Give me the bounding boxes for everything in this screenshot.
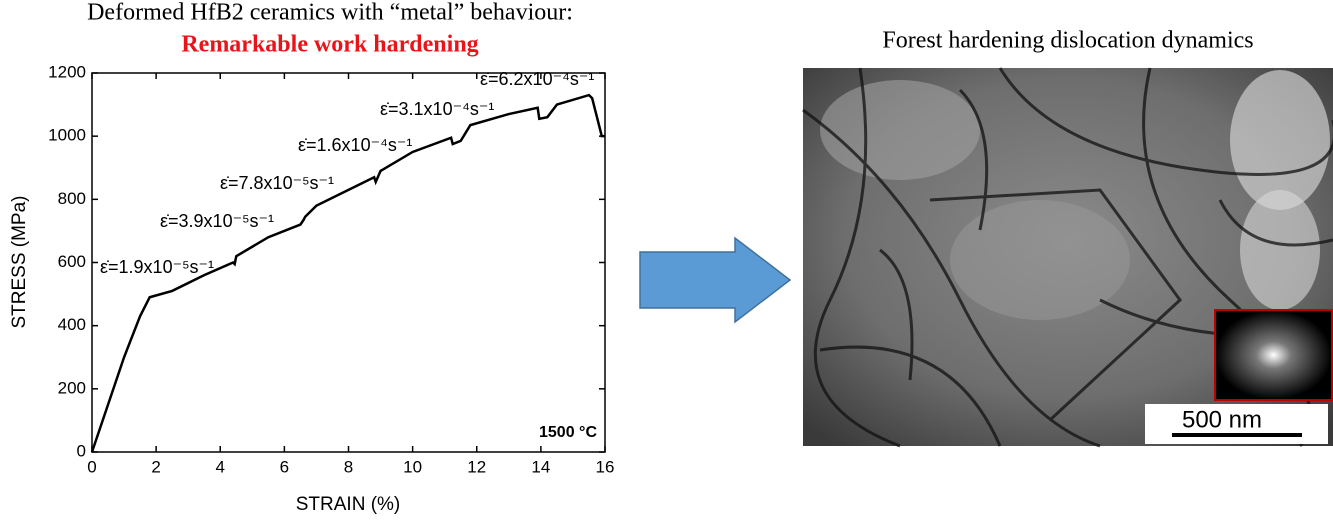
image-title: Forest hardening dislocation dynamics <box>882 28 1253 54</box>
y-tick-label: 1200 <box>48 62 86 81</box>
y-tick-label: 0 <box>77 441 86 460</box>
x-tick-label: 16 <box>596 457 615 476</box>
annotation: ε̇=1.9x10⁻⁵s⁻¹ <box>100 257 214 277</box>
tem-image <box>802 67 1333 448</box>
y-tick-label: 800 <box>58 189 86 208</box>
annotation: 1500 °C <box>539 424 597 441</box>
x-tick-label: 10 <box>403 457 422 476</box>
y-tick-label: 600 <box>58 252 86 271</box>
x-tick-label: 8 <box>344 457 353 476</box>
y-tick-label: 1000 <box>48 126 86 145</box>
y-axis-label: STRESS (MPa) <box>9 195 30 328</box>
annotation: ε̇=3.9x10⁻⁵s⁻¹ <box>160 211 274 231</box>
y-tick-label: 200 <box>58 378 86 397</box>
chart-subtitle: Remarkable work hardening <box>181 32 478 58</box>
y-tick-label: 400 <box>58 315 86 334</box>
x-tick-label: 2 <box>151 457 160 476</box>
x-tick-label: 4 <box>216 457 225 476</box>
x-tick-label: 12 <box>467 457 486 476</box>
scale-bar-label: 500 nm <box>1182 406 1262 433</box>
annotation: ε̇=7.8x10⁻⁵s⁻¹ <box>220 173 334 193</box>
annotation: ε̇=1.6x10⁻⁴s⁻¹ <box>298 135 412 155</box>
x-tick-label: 14 <box>531 457 550 476</box>
arrow <box>639 236 792 324</box>
x-tick-label: 0 <box>87 457 96 476</box>
x-axis-label: STRAIN (%) <box>296 494 401 515</box>
x-tick-label: 6 <box>280 457 289 476</box>
annotation: ε̇=6.2x10⁻⁴s⁻¹ <box>480 69 594 89</box>
annotation: ε̇=3.1x10⁻⁴s⁻¹ <box>380 99 494 119</box>
chart-title: Deformed HfB2 ceramics with “metal” beha… <box>87 0 573 26</box>
stress-strain-curve <box>90 93 605 453</box>
